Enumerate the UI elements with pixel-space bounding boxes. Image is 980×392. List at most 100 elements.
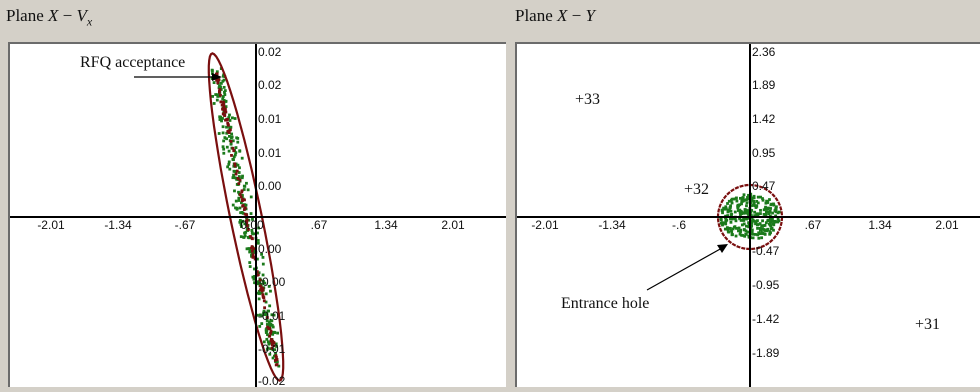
data-point	[745, 204, 748, 208]
data-point	[728, 206, 732, 210]
data-point	[234, 172, 238, 176]
data-point	[245, 247, 249, 251]
data-point	[733, 225, 737, 229]
title-sep: −	[567, 6, 586, 25]
data-point	[729, 217, 732, 221]
data-point	[250, 231, 254, 235]
data-point	[265, 319, 269, 323]
x-tick-label: -.6	[672, 218, 686, 232]
data-point	[743, 208, 747, 211]
data-point	[239, 222, 243, 226]
data-point	[733, 210, 737, 214]
data-point	[737, 226, 741, 230]
data-point	[227, 162, 231, 166]
data-point	[223, 114, 227, 117]
data-point	[259, 313, 262, 317]
data-point	[233, 153, 237, 157]
data-point	[221, 125, 225, 129]
data-point	[750, 197, 754, 201]
data-point	[726, 214, 730, 217]
data-point	[756, 201, 760, 205]
data-point	[729, 209, 733, 213]
data-point	[740, 212, 743, 216]
data-point	[735, 196, 738, 200]
data-point	[226, 165, 230, 169]
data-point	[236, 163, 240, 167]
data-point	[256, 241, 260, 245]
data-point	[241, 211, 245, 215]
data-point	[267, 285, 271, 288]
data-point	[216, 95, 220, 98]
data-point	[240, 193, 244, 197]
data-point	[722, 221, 725, 225]
data-point	[231, 146, 235, 150]
data-point	[752, 202, 756, 206]
data-point	[238, 178, 242, 182]
data-point	[771, 211, 774, 215]
data-point	[744, 232, 748, 236]
chart-x-vx: 3.342.68-2.01-1.34-.670.00.671.342.012.6…	[10, 44, 572, 388]
data-point	[267, 342, 271, 346]
data-point	[247, 247, 251, 250]
data-point	[252, 277, 256, 281]
data-point	[243, 198, 246, 202]
data-point	[730, 201, 734, 205]
data-point	[223, 93, 227, 97]
data-point	[728, 226, 732, 230]
data-point	[766, 206, 770, 210]
data-point	[261, 287, 265, 290]
y-tick-label: 1.42	[752, 112, 776, 126]
data-point	[241, 204, 245, 208]
data-point	[230, 136, 233, 140]
data-point	[241, 174, 244, 178]
data-point	[248, 248, 252, 252]
data-point	[273, 348, 277, 352]
data-point	[719, 218, 723, 222]
data-point	[231, 116, 234, 120]
data-point	[751, 218, 755, 222]
data-point	[249, 195, 253, 199]
data-point	[218, 89, 221, 93]
data-point	[274, 352, 277, 356]
data-point	[277, 364, 281, 368]
data-point	[270, 346, 274, 350]
data-point	[752, 194, 756, 198]
data-point	[221, 79, 225, 83]
data-point	[756, 226, 759, 230]
data-point	[729, 220, 733, 224]
data-point	[777, 210, 781, 214]
data-point	[756, 214, 760, 218]
data-point	[273, 354, 276, 358]
data-point	[249, 235, 252, 238]
data-point	[759, 208, 762, 212]
title-sep: −	[58, 6, 77, 25]
data-point	[735, 226, 738, 230]
data-point	[238, 149, 242, 153]
data-point	[275, 358, 279, 361]
label-plus-33: +33	[575, 91, 600, 108]
data-point	[263, 281, 267, 285]
data-point	[268, 334, 272, 338]
data-point	[269, 331, 272, 335]
data-point	[257, 226, 260, 230]
y-tick-label: 2.36	[752, 45, 776, 59]
data-point	[240, 156, 244, 160]
data-point	[269, 347, 272, 351]
data-point	[722, 206, 726, 210]
data-point	[240, 201, 243, 205]
data-point	[217, 78, 221, 82]
data-point	[251, 237, 254, 241]
data-point	[739, 228, 743, 232]
data-point	[740, 200, 744, 203]
data-point	[769, 207, 772, 210]
data-point	[256, 282, 260, 286]
data-point	[727, 199, 731, 203]
panel-title-x-y: Plane X − Y	[515, 6, 595, 26]
data-point	[745, 201, 749, 205]
data-point	[274, 363, 278, 367]
data-point	[250, 246, 253, 250]
x-tick-label: -2.01	[531, 218, 559, 232]
data-point	[215, 78, 219, 82]
data-point	[256, 257, 259, 261]
data-point	[227, 116, 231, 119]
